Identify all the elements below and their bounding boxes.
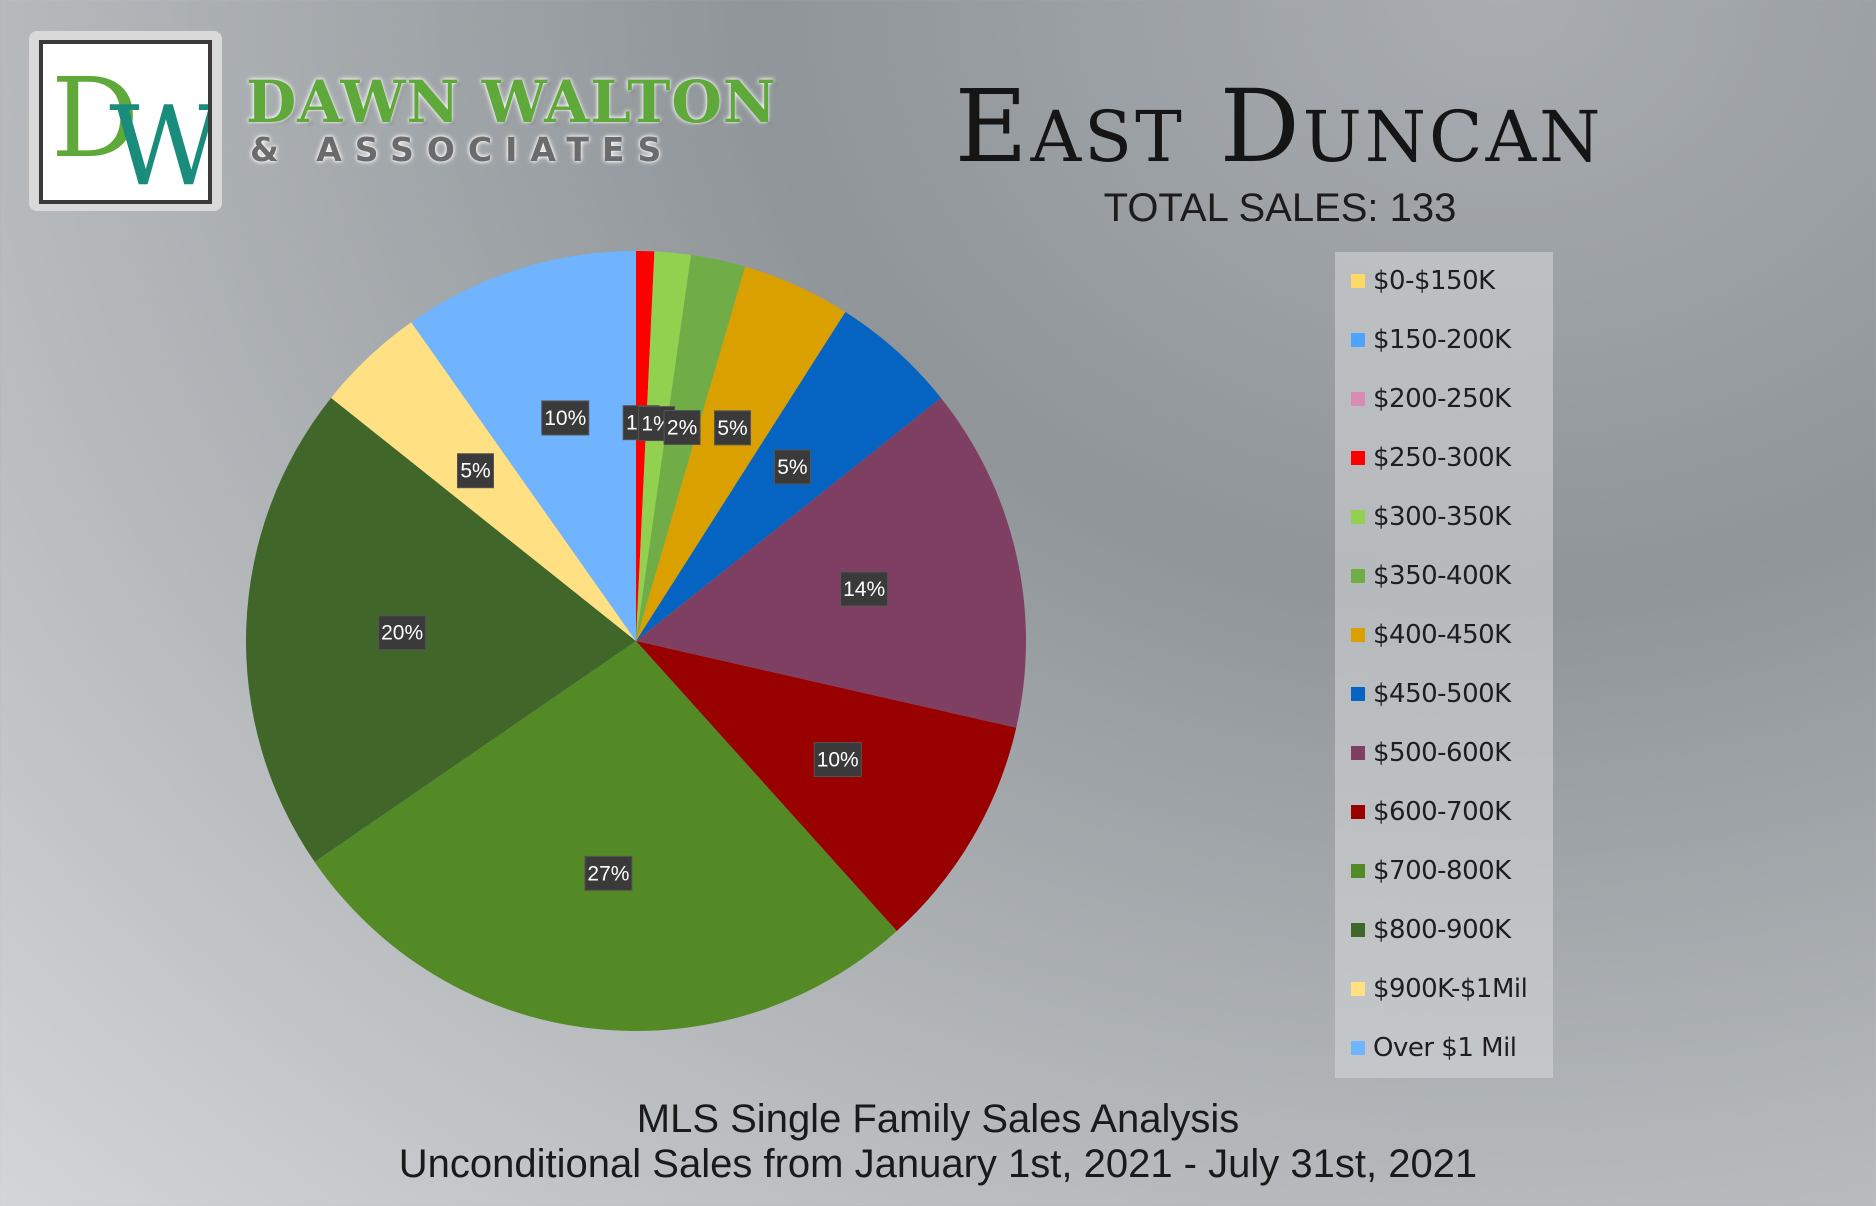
pie-data-label-box (813, 742, 862, 778)
pie-data-label-box (663, 410, 701, 446)
pie-slice (636, 251, 655, 641)
legend-label: Over $1 Mil (1373, 1033, 1517, 1063)
pie-data-label-box (378, 615, 427, 651)
pie-data-labels: 1%1%2%5%5%14%10%27%20%5%10% (378, 400, 889, 891)
brand-name: DAWN WALTON (246, 68, 777, 136)
legend-item: $0-$150K (1351, 266, 1495, 296)
legend-item: Over $1 Mil (1351, 1033, 1517, 1063)
legend-label: $300-350K (1373, 502, 1511, 532)
legend-item: $150-200K (1351, 325, 1511, 355)
pie-data-label-text: 10% (544, 407, 586, 430)
pie-data-label-text: 5% (460, 460, 490, 483)
legend-item: $400-450K (1351, 620, 1511, 650)
legend-label: $150-200K (1373, 325, 1511, 355)
pie-data-label: 10% (541, 400, 590, 436)
legend-label: $450-500K (1373, 679, 1511, 709)
legend-item: $200-250K (1351, 384, 1511, 414)
legend-swatch (1351, 274, 1365, 288)
legend-swatch (1351, 805, 1365, 819)
legend-label: $800-900K (1373, 915, 1511, 945)
legend-swatch (1351, 687, 1365, 701)
brand-subtitle: & ASSOCIATES (250, 130, 675, 169)
legend-label: $250-300K (1373, 443, 1511, 473)
legend-label: $600-700K (1373, 797, 1511, 827)
legend-swatch (1351, 923, 1365, 937)
pie-slice (636, 266, 846, 641)
pie-data-label-box (714, 410, 752, 446)
pie-data-label-box (541, 400, 590, 436)
pie-data-label: 5% (773, 449, 811, 485)
pie-data-label: 20% (378, 615, 427, 651)
legend-swatch (1351, 1041, 1365, 1055)
pie-slice (636, 251, 692, 641)
pie-data-label-box (773, 449, 811, 485)
pie-slice (636, 641, 1017, 932)
legend-item: $500-600K (1351, 738, 1511, 768)
legend-item: $600-700K (1351, 797, 1511, 827)
pie-data-label: 5% (714, 410, 752, 446)
pie-data-label: 2% (663, 410, 701, 446)
pie-slice (636, 254, 746, 641)
pie-data-label-text: 27% (587, 862, 629, 885)
pie-data-label: 10% (813, 742, 862, 778)
legend-item: $800-900K (1351, 915, 1511, 945)
legend-label: $400-450K (1373, 620, 1511, 650)
chart-legend: $0-$150K $150-200K $200-250K $250-300K $300-… (1335, 252, 1553, 1078)
legend-swatch (1351, 451, 1365, 465)
pie-data-label-text: 20% (381, 622, 423, 645)
pie-data-label: 5% (456, 453, 494, 489)
pie-data-label-text: 2% (667, 417, 697, 440)
legend-label: $0-$150K (1373, 266, 1495, 296)
pie-data-label-box (840, 571, 889, 607)
pie-slice (314, 641, 897, 1031)
legend-item: $900K-$1Mil (1351, 974, 1528, 1004)
pie-slice (245, 397, 636, 862)
legend-label: $200-250K (1373, 384, 1511, 414)
page-title: East Duncan (954, 68, 1604, 185)
pie-slices (245, 251, 1026, 1031)
legend-swatch (1351, 392, 1365, 406)
pie-data-label-text: 14% (843, 578, 885, 601)
pie-slice (636, 397, 1026, 728)
legend-item: $450-500K (1351, 679, 1511, 709)
pie-data-label-box (584, 855, 633, 891)
legend-swatch (1351, 569, 1365, 583)
pie-data-label-text: 5% (717, 417, 747, 440)
pie-slice (411, 251, 636, 641)
pie-data-label-text: 5% (777, 456, 807, 479)
pie-data-label: 14% (840, 571, 889, 607)
legend-swatch (1351, 333, 1365, 347)
legend-item: $700-800K (1351, 856, 1511, 886)
footer-subtitle: MLS Single Family Sales Analysis (636, 1097, 1240, 1141)
pie-data-label-text: 10% (817, 749, 859, 772)
pie-data-label: 27% (584, 855, 633, 891)
footer-date-range: Unconditional Sales from January 1st, 20… (398, 1142, 1478, 1186)
legend-item: $300-350K (1351, 502, 1511, 532)
total-sales: TOTAL SALES: 133 (1103, 186, 1457, 230)
legend-label: $500-600K (1373, 738, 1511, 768)
legend-swatch (1351, 982, 1365, 996)
legend-label: $700-800K (1373, 856, 1511, 886)
legend-swatch (1351, 746, 1365, 760)
legend-item: $250-300K (1351, 443, 1511, 473)
legend-swatch (1351, 864, 1365, 878)
legend-label: $900K-$1Mil (1373, 974, 1528, 1004)
legend-label: $350-400K (1373, 561, 1511, 591)
legend-swatch (1351, 628, 1365, 642)
legend-swatch (1351, 510, 1365, 524)
pie-data-label-box (456, 453, 494, 489)
legend-item: $350-400K (1351, 561, 1511, 591)
